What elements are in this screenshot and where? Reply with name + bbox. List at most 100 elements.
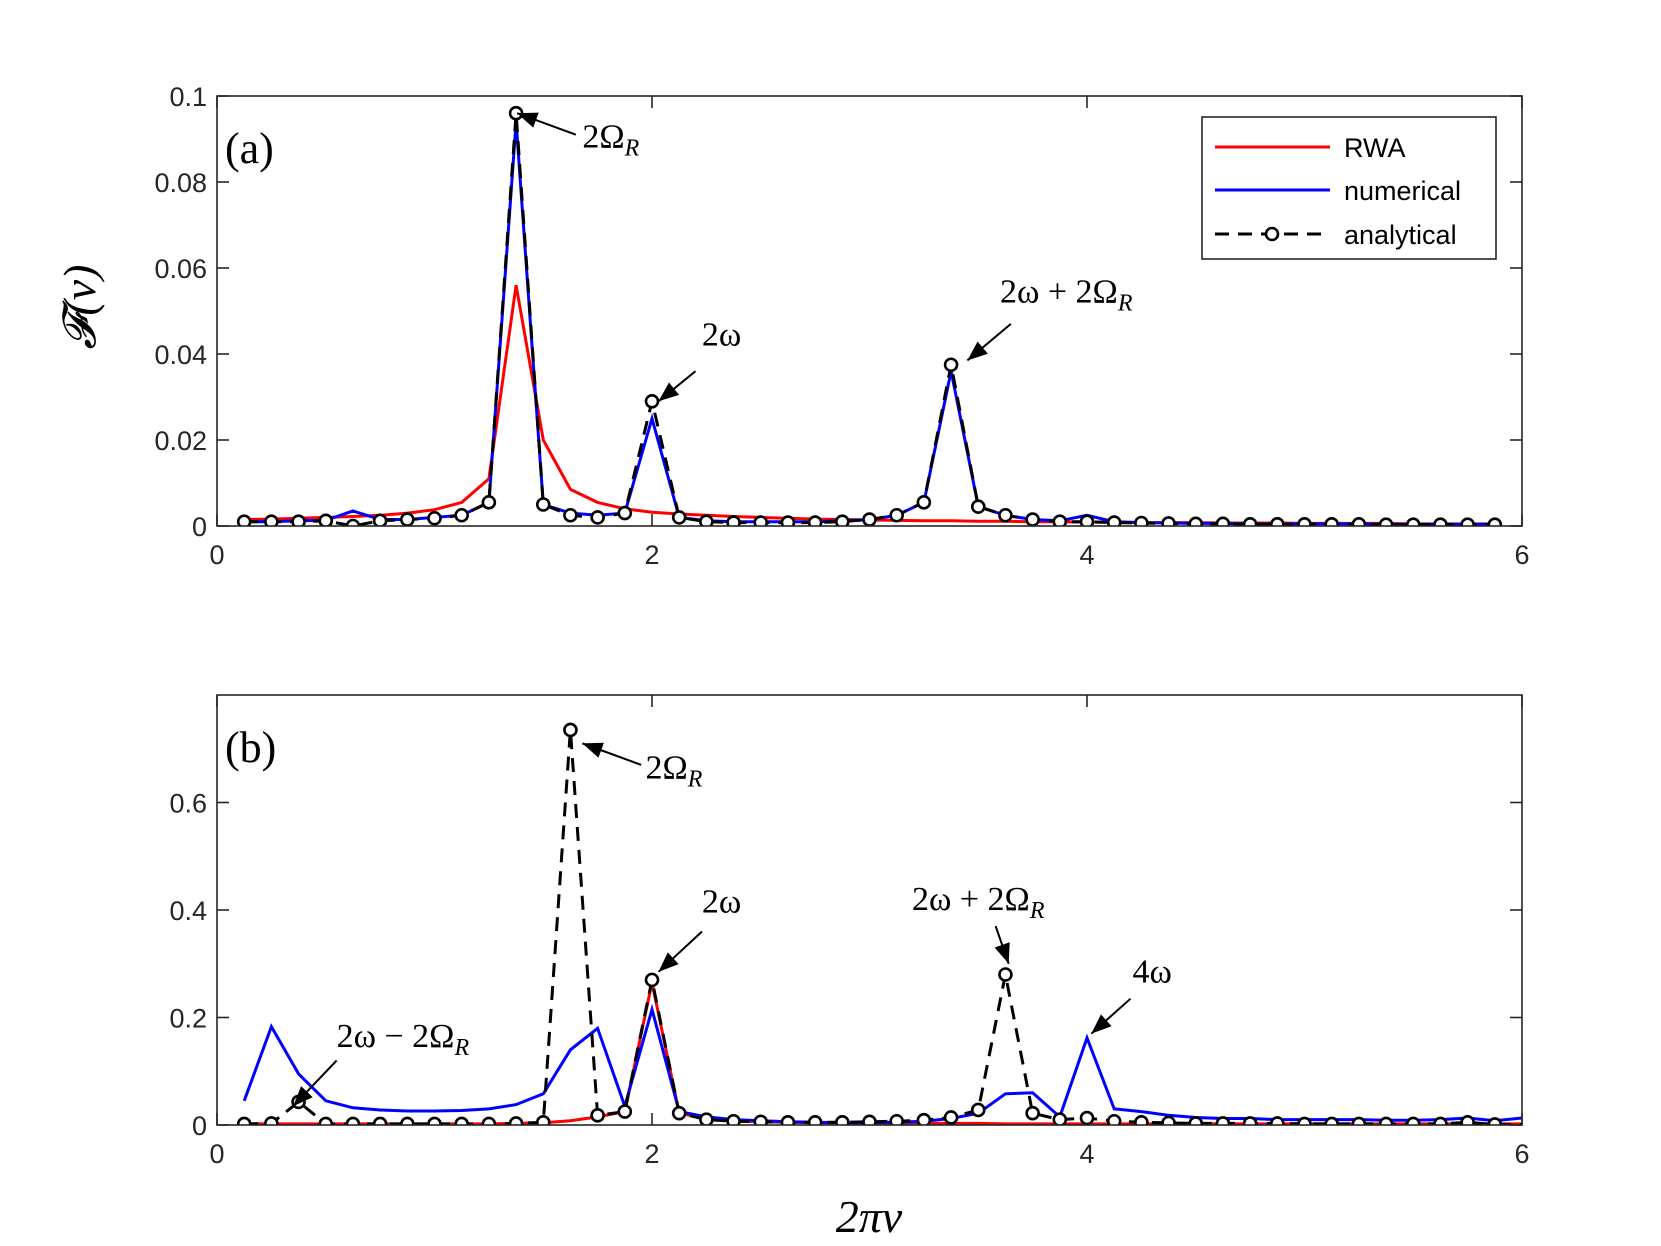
analytical-point <box>236 1116 252 1125</box>
annotation-label: 2ω − 2ΩR <box>337 1018 470 1061</box>
analytical-point <box>780 515 796 526</box>
analytical-point <box>1351 516 1367 526</box>
x-tick-label: 2 <box>644 1139 659 1169</box>
y-tick-label: 0.1 <box>169 82 207 112</box>
y-tick-label: 0.2 <box>169 1004 207 1034</box>
annotation-arrow-head <box>658 382 680 402</box>
analytical-point <box>400 512 415 526</box>
analytical-point <box>1405 517 1421 526</box>
analytical-point <box>1487 517 1503 526</box>
panel-b-label: (b) <box>225 723 276 772</box>
analytical-point <box>970 499 986 514</box>
legend: RWA numerical analytical <box>1201 116 1497 260</box>
legend-analytical-label: analytical <box>1344 220 1457 250</box>
analytical-point <box>236 514 252 526</box>
analytical-point <box>780 1115 796 1125</box>
legend-analytical-marker <box>1264 226 1280 242</box>
annotation-label: 4ω <box>1133 954 1172 991</box>
analytical-point <box>1242 516 1258 526</box>
analytical-point <box>1460 517 1475 526</box>
annotation-label: 2ω <box>702 316 741 353</box>
panel-b: 0 2 4 6 0 0.2 0.4 0.6 (b) 2ΩR 2ω 2ω + 2ΩR 4ω 2ω − 2… <box>169 694 1530 1242</box>
analytical-point <box>1433 517 1448 526</box>
panel-b-tick-labels: 0 2 4 6 0 0.2 0.4 0.6 <box>169 789 1529 1170</box>
analytical-point <box>807 515 823 526</box>
analytical-point <box>1270 516 1285 526</box>
annotation-arrow-head <box>994 942 1010 964</box>
analytical-point <box>644 972 660 988</box>
annotation-arrow-head <box>517 112 539 128</box>
analytical-point <box>1324 1116 1339 1125</box>
panel-b-axes-box <box>216 694 1523 1126</box>
analytical-point <box>889 1113 904 1125</box>
annotation-label: 2ω + 2ΩR <box>1000 273 1133 316</box>
analytical-point <box>563 722 578 738</box>
analytical-point <box>1215 516 1231 526</box>
analytical-point <box>862 512 877 526</box>
analytical-point <box>345 518 361 526</box>
analytical-point <box>1460 1115 1475 1125</box>
panel-a-series <box>236 105 1503 526</box>
analytical-point <box>590 510 605 525</box>
analytical-point <box>454 507 469 523</box>
x-tick-label: 4 <box>1079 1139 1094 1169</box>
analytical-point <box>617 505 633 521</box>
analytical-point <box>1161 1115 1176 1125</box>
analytical-point <box>481 1116 497 1125</box>
analytical-point <box>535 1115 551 1125</box>
annotation-arrow-head <box>658 952 679 972</box>
y-tick-label: 0.06 <box>154 254 207 284</box>
y-tick-label: 0.6 <box>169 789 207 819</box>
panel-a-analytical-line <box>244 113 1495 526</box>
analytical-point <box>644 393 660 409</box>
y-tick-label: 0 <box>192 512 207 542</box>
analytical-point <box>862 1114 877 1125</box>
x-tick-label: 6 <box>1514 1139 1529 1169</box>
analytical-point <box>1052 514 1068 526</box>
annotation-arrow-head <box>1091 1014 1112 1034</box>
analytical-point <box>726 515 741 526</box>
analytical-point <box>508 1116 524 1125</box>
analytical-point <box>318 1116 334 1125</box>
panel-a-tick-labels: 0 2 4 6 0 0.02 0.04 0.06 0.08 0.1 <box>154 82 1529 570</box>
analytical-point <box>1052 1112 1068 1125</box>
analytical-point <box>427 510 442 526</box>
analytical-point <box>291 514 306 526</box>
annotation-label: 2ω + 2ΩR <box>912 881 1045 924</box>
analytical-point <box>617 1104 633 1119</box>
analytical-point <box>889 507 904 523</box>
y-tick-label: 0 <box>192 1111 207 1141</box>
analytical-point <box>998 507 1013 523</box>
legend-numerical-label: numerical <box>1344 176 1461 206</box>
analytical-point <box>318 513 334 526</box>
panel-a: 0 2 4 6 0 0.02 0.04 0.06 0.08 0.1 (a) 2ΩR 2ω 2ω + 2… <box>54 82 1530 570</box>
annotation-arrow-head <box>967 341 988 361</box>
analytical-point <box>835 1115 850 1125</box>
analytical-point <box>998 967 1013 982</box>
analytical-point <box>1242 1116 1258 1125</box>
analytical-point <box>590 1108 605 1123</box>
analytical-point <box>1025 1105 1040 1121</box>
annotation-arrow-head <box>293 1086 313 1107</box>
legend-rwa-label: RWA <box>1344 133 1406 163</box>
x-tick-label: 6 <box>1514 540 1529 570</box>
analytical-point <box>671 510 687 525</box>
analytical-point <box>916 1112 932 1125</box>
analytical-point <box>1270 1116 1285 1125</box>
y-tick-label: 0.04 <box>154 340 207 370</box>
analytical-point <box>1215 1116 1231 1125</box>
analytical-point <box>835 514 850 526</box>
analytical-point <box>427 1116 442 1125</box>
x-tick-label: 0 <box>209 1139 224 1169</box>
analytical-point <box>1433 1116 1448 1125</box>
analytical-point <box>1025 512 1040 526</box>
panel-a-axes-box <box>216 95 1523 527</box>
analytical-point <box>1297 1116 1312 1125</box>
analytical-point <box>807 1115 823 1125</box>
analytical-point <box>1134 1115 1149 1125</box>
annotation-label: 2ΩR <box>582 119 639 162</box>
analytical-point <box>345 1116 361 1125</box>
panel-b-annotations: 2ΩR 2ω 2ω + 2ΩR 4ω 2ω − 2ΩR <box>292 742 1172 1107</box>
analytical-point <box>943 357 959 373</box>
annotation-label: 2ω <box>702 884 741 921</box>
